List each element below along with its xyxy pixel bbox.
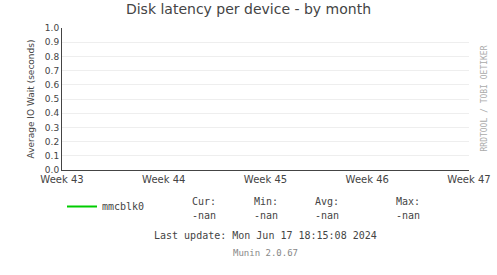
svg-text:1.0: 1.0 (45, 23, 60, 33)
svg-text:0.4: 0.4 (45, 108, 60, 118)
svg-text:Avg:: Avg: (315, 196, 339, 207)
svg-text:Week 46: Week 46 (346, 174, 389, 185)
svg-text:0.8: 0.8 (45, 52, 60, 62)
svg-text:0.1: 0.1 (45, 151, 59, 161)
svg-text:Min:: Min: (254, 196, 278, 207)
svg-text:Disk latency per device - by m: Disk latency per device - by month (126, 1, 371, 17)
svg-text:Munin 2.0.67: Munin 2.0.67 (233, 248, 298, 258)
svg-text:Max:: Max: (396, 196, 420, 207)
svg-text:0.6: 0.6 (45, 80, 60, 90)
svg-text:Last update: Mon Jun 17 18:15:: Last update: Mon Jun 17 18:15:08 2024 (154, 230, 377, 241)
svg-text:0.2: 0.2 (45, 137, 59, 147)
svg-text:0.7: 0.7 (45, 66, 59, 76)
svg-text:-nan: -nan (396, 210, 420, 221)
svg-text:mmcblk0: mmcblk0 (102, 201, 144, 212)
svg-text:0.3: 0.3 (45, 123, 59, 133)
svg-text:Week 45: Week 45 (244, 174, 287, 185)
svg-text:-nan: -nan (192, 210, 216, 221)
svg-text:Week 44: Week 44 (142, 174, 185, 185)
svg-text:-nan: -nan (254, 210, 278, 221)
svg-text:-nan: -nan (315, 210, 339, 221)
svg-text:Week 47: Week 47 (447, 174, 490, 185)
svg-text:0.5: 0.5 (45, 94, 59, 104)
svg-text:Average IO Wait (seconds): Average IO Wait (seconds) (26, 40, 36, 159)
svg-text:RRDTOOL / TOBI OETIKER: RRDTOOL / TOBI OETIKER (480, 45, 489, 151)
svg-text:0.0: 0.0 (45, 165, 60, 175)
svg-text:0.9: 0.9 (45, 37, 60, 47)
svg-text:Cur:: Cur: (192, 196, 216, 207)
svg-text:Week 43: Week 43 (40, 174, 83, 185)
